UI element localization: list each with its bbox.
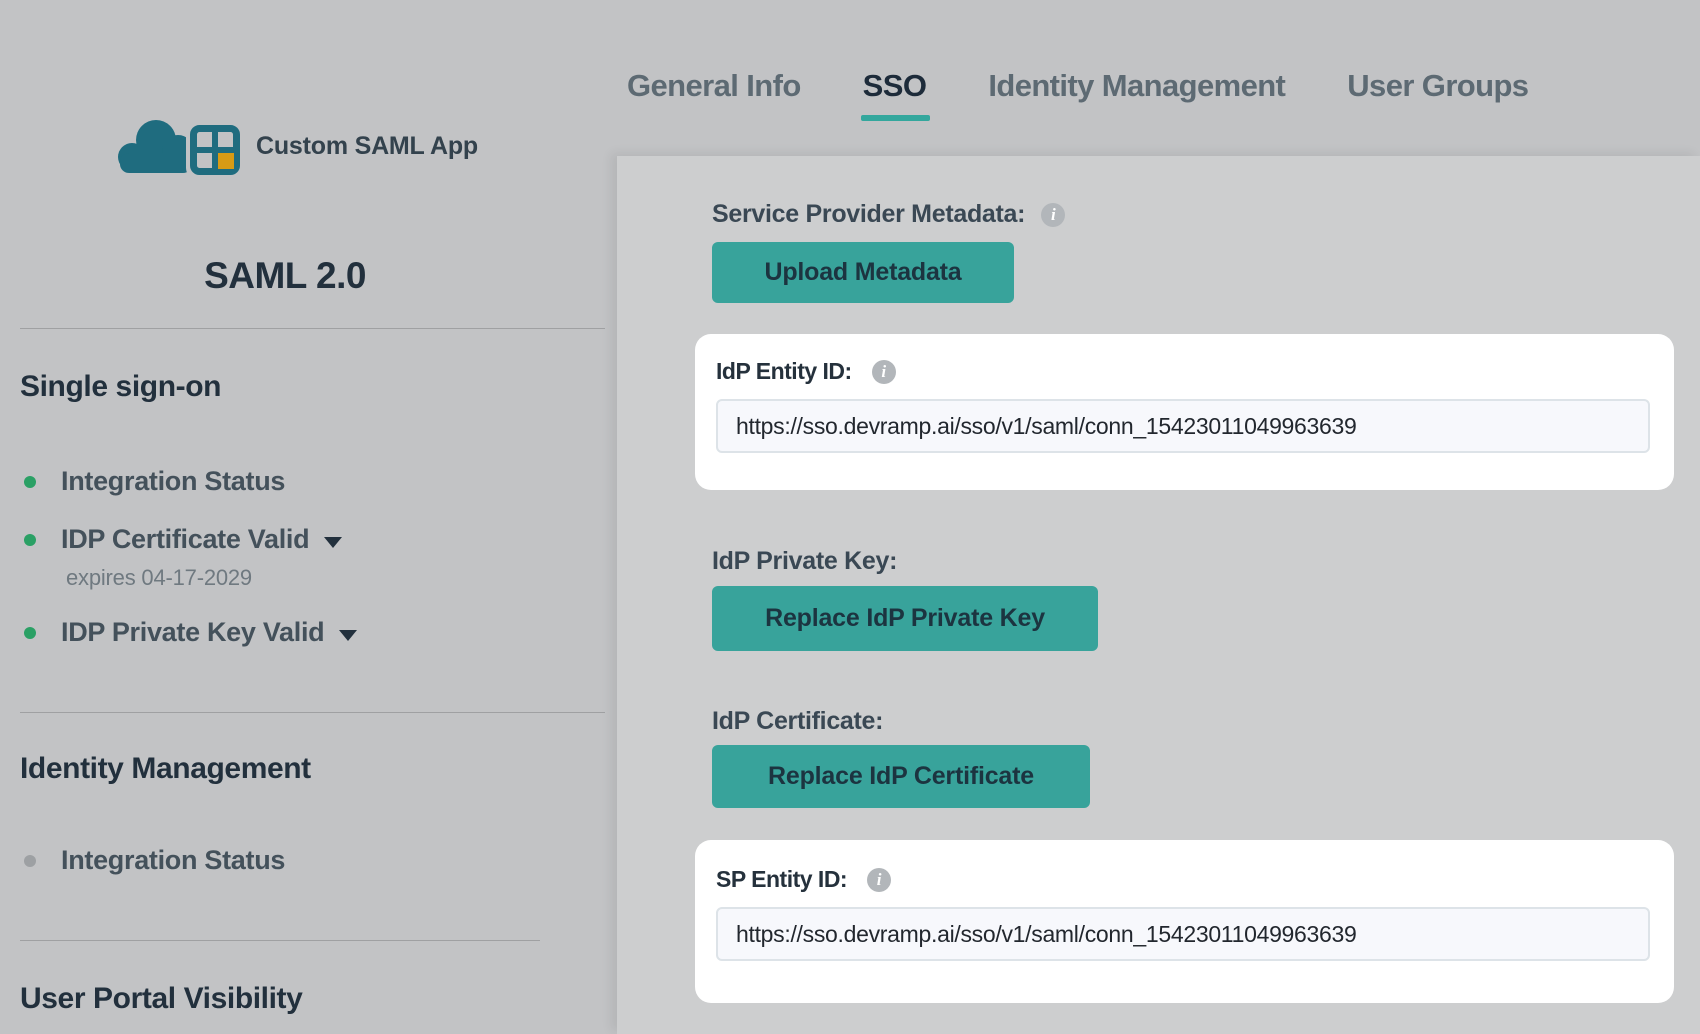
sp-entity-id-label: SP Entity ID: bbox=[716, 866, 848, 892]
status-dot-green bbox=[24, 475, 36, 488]
sp-entity-id-input[interactable] bbox=[716, 907, 1650, 961]
idp-certificate-label: IdP Certificate: bbox=[712, 707, 884, 735]
info-icon[interactable]: i bbox=[1041, 202, 1066, 227]
cloud-app-icon bbox=[118, 120, 244, 179]
info-icon[interactable]: i bbox=[867, 867, 892, 892]
certificate-expiry-note: expires 04-17-2029 bbox=[66, 565, 252, 590]
tab-identity-management[interactable]: Identity Management bbox=[988, 68, 1286, 103]
sidebar-item-idp-private-key-valid[interactable]: IDP Private Key Valid bbox=[24, 617, 358, 648]
tab-general-info[interactable]: General Info bbox=[627, 68, 801, 103]
info-icon[interactable]: i bbox=[871, 359, 896, 384]
replace-idp-certificate-button[interactable]: Replace IdP Certificate bbox=[712, 745, 1090, 808]
sidebar-item-integration-status[interactable]: Integration Status bbox=[24, 466, 285, 497]
idp-entity-id-label: IdP Entity ID: bbox=[716, 358, 852, 384]
section-single-sign-on: Single sign-on bbox=[20, 370, 222, 403]
section-identity-management: Identity Management bbox=[20, 752, 311, 785]
replace-idp-private-key-button[interactable]: Replace IdP Private Key bbox=[712, 586, 1098, 651]
caret-down-icon[interactable] bbox=[324, 536, 343, 548]
upload-metadata-button[interactable]: Upload Metadata bbox=[712, 242, 1014, 303]
idp-private-key-label: IdP Private Key: bbox=[712, 547, 898, 575]
section-user-portal-visibility: User Portal Visibility bbox=[20, 982, 303, 1015]
status-dot-green bbox=[24, 533, 36, 546]
sidebar-divider bbox=[20, 940, 540, 941]
sidebar-item-idp-certificate-valid[interactable]: IDP Certificate Valid bbox=[24, 524, 343, 555]
sidebar-divider bbox=[20, 328, 605, 329]
sp-entity-id-card: SP Entity ID: i bbox=[695, 840, 1674, 1003]
status-dot-green bbox=[24, 626, 36, 639]
service-provider-metadata-label: Service Provider Metadata: i bbox=[712, 200, 1066, 229]
tab-sso[interactable]: SSO bbox=[860, 68, 930, 121]
sidebar-item-idm-integration-status[interactable]: Integration Status bbox=[24, 845, 285, 876]
tab-user-groups[interactable]: User Groups bbox=[1347, 68, 1529, 103]
app-name: Custom SAML App bbox=[256, 131, 478, 160]
app-logo: Custom SAML App bbox=[114, 111, 478, 181]
status-dot-gray bbox=[24, 854, 36, 867]
protocol-title: SAML 2.0 bbox=[204, 255, 366, 296]
sidebar-divider bbox=[20, 712, 605, 713]
tab-bar: General Info SSO Identity Management Use… bbox=[627, 68, 1529, 121]
idp-entity-id-card: IdP Entity ID: i bbox=[695, 334, 1674, 490]
idp-entity-id-input[interactable] bbox=[716, 399, 1650, 453]
caret-down-icon[interactable] bbox=[339, 629, 358, 641]
